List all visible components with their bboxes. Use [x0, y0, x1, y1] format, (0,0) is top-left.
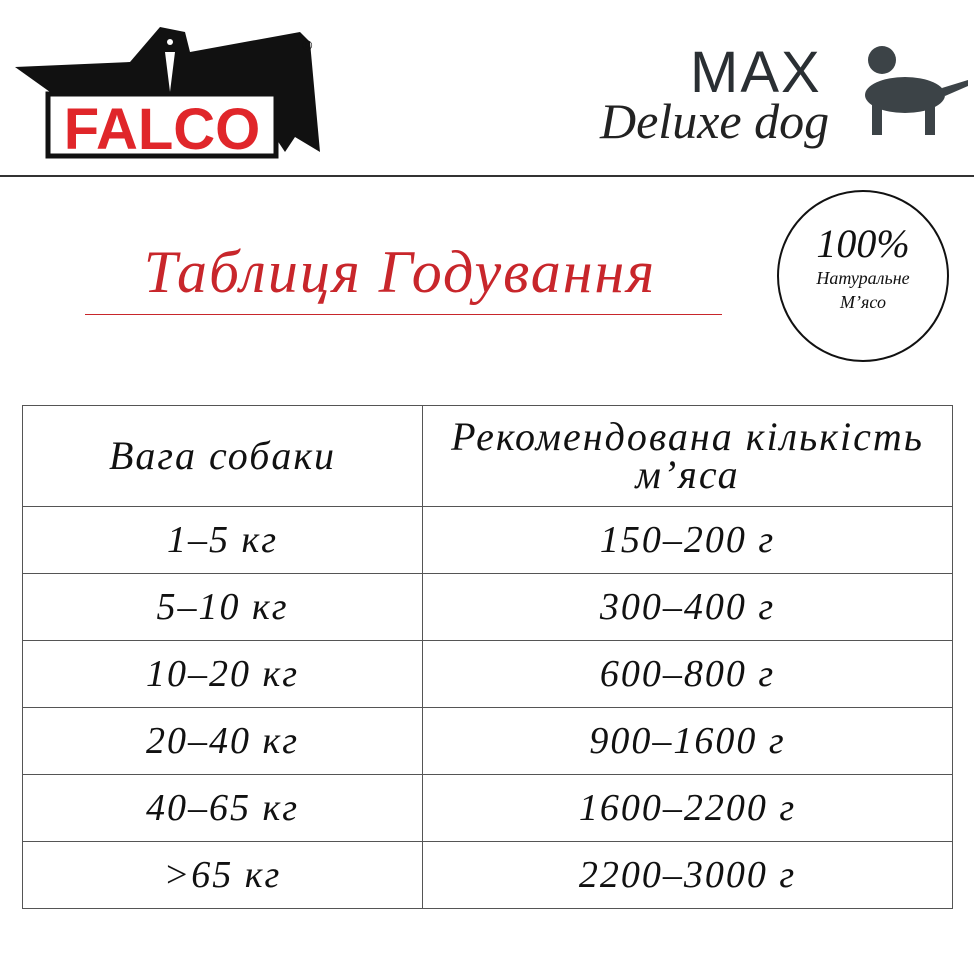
- amount-cell: 600–800 г: [422, 640, 953, 708]
- badge-percent: 100%: [816, 221, 910, 266]
- header-divider: [0, 175, 974, 177]
- svg-text:Deluxe dog: Deluxe dog: [599, 93, 829, 149]
- badge-line1: Натуральне: [816, 268, 910, 288]
- falco-wordmark: FALCO: [64, 97, 261, 162]
- table-row: 5–10 кг 300–400 г: [22, 573, 953, 641]
- weight-cell: 40–65 кг: [22, 774, 423, 842]
- title-underline: [85, 314, 722, 315]
- amount-cell: 2200–3000 г: [422, 841, 953, 909]
- page-title: Таблиця Годування: [143, 239, 657, 305]
- amount-cell: 300–400 г: [422, 573, 953, 641]
- svg-text:®: ®: [302, 37, 313, 53]
- badge-line2: М’ясо: [840, 292, 886, 312]
- header-amount: Рекомендована кількість м’яса: [422, 405, 953, 507]
- amount-cell: 150–200 г: [422, 506, 953, 574]
- table-header-row: Вага собаки Рекомендована кількість м’яс…: [22, 405, 953, 507]
- table-row: 10–20 кг 600–800 г: [22, 640, 953, 708]
- header-weight: Вага собаки: [22, 405, 423, 507]
- amount-cell: 900–1600 г: [422, 707, 953, 775]
- dog-silhouette-icon: [865, 46, 968, 135]
- table-row: 1–5 кг 150–200 г: [22, 506, 953, 574]
- table-row: 40–65 кг 1600–2200 г: [22, 774, 953, 842]
- amount-cell: 1600–2200 г: [422, 774, 953, 842]
- max-deluxe-dog-logo: MAX Deluxe dog: [599, 40, 968, 149]
- svg-text:MAX: MAX: [690, 40, 822, 105]
- weight-cell: 20–40 кг: [22, 707, 423, 775]
- natural-meat-badge: 100% Натуральне М’ясо: [777, 190, 949, 362]
- weight-cell: >65 кг: [22, 841, 423, 909]
- table-row: 20–40 кг 900–1600 г: [22, 707, 953, 775]
- weight-cell: 5–10 кг: [22, 573, 423, 641]
- weight-cell: 1–5 кг: [22, 506, 423, 574]
- table-row: >65 кг 2200–3000 г: [22, 841, 953, 909]
- feeding-table: Вага собаки Рекомендована кількість м’яс…: [22, 405, 953, 909]
- weight-cell: 10–20 кг: [22, 640, 423, 708]
- falco-logo: FALCO ®: [15, 27, 320, 162]
